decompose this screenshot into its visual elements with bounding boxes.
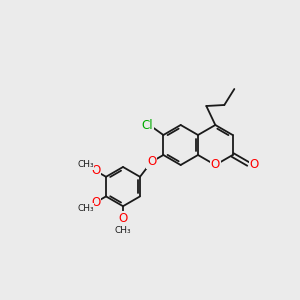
Text: O: O (91, 164, 100, 177)
Text: O: O (249, 158, 258, 170)
Text: CH₃: CH₃ (77, 160, 94, 169)
Text: O: O (118, 212, 127, 225)
Text: CH₃: CH₃ (115, 226, 131, 235)
Text: O: O (91, 196, 100, 209)
Text: Cl: Cl (141, 119, 153, 132)
Text: CH₃: CH₃ (77, 204, 94, 213)
Text: O: O (211, 158, 220, 172)
Text: O: O (147, 155, 156, 168)
